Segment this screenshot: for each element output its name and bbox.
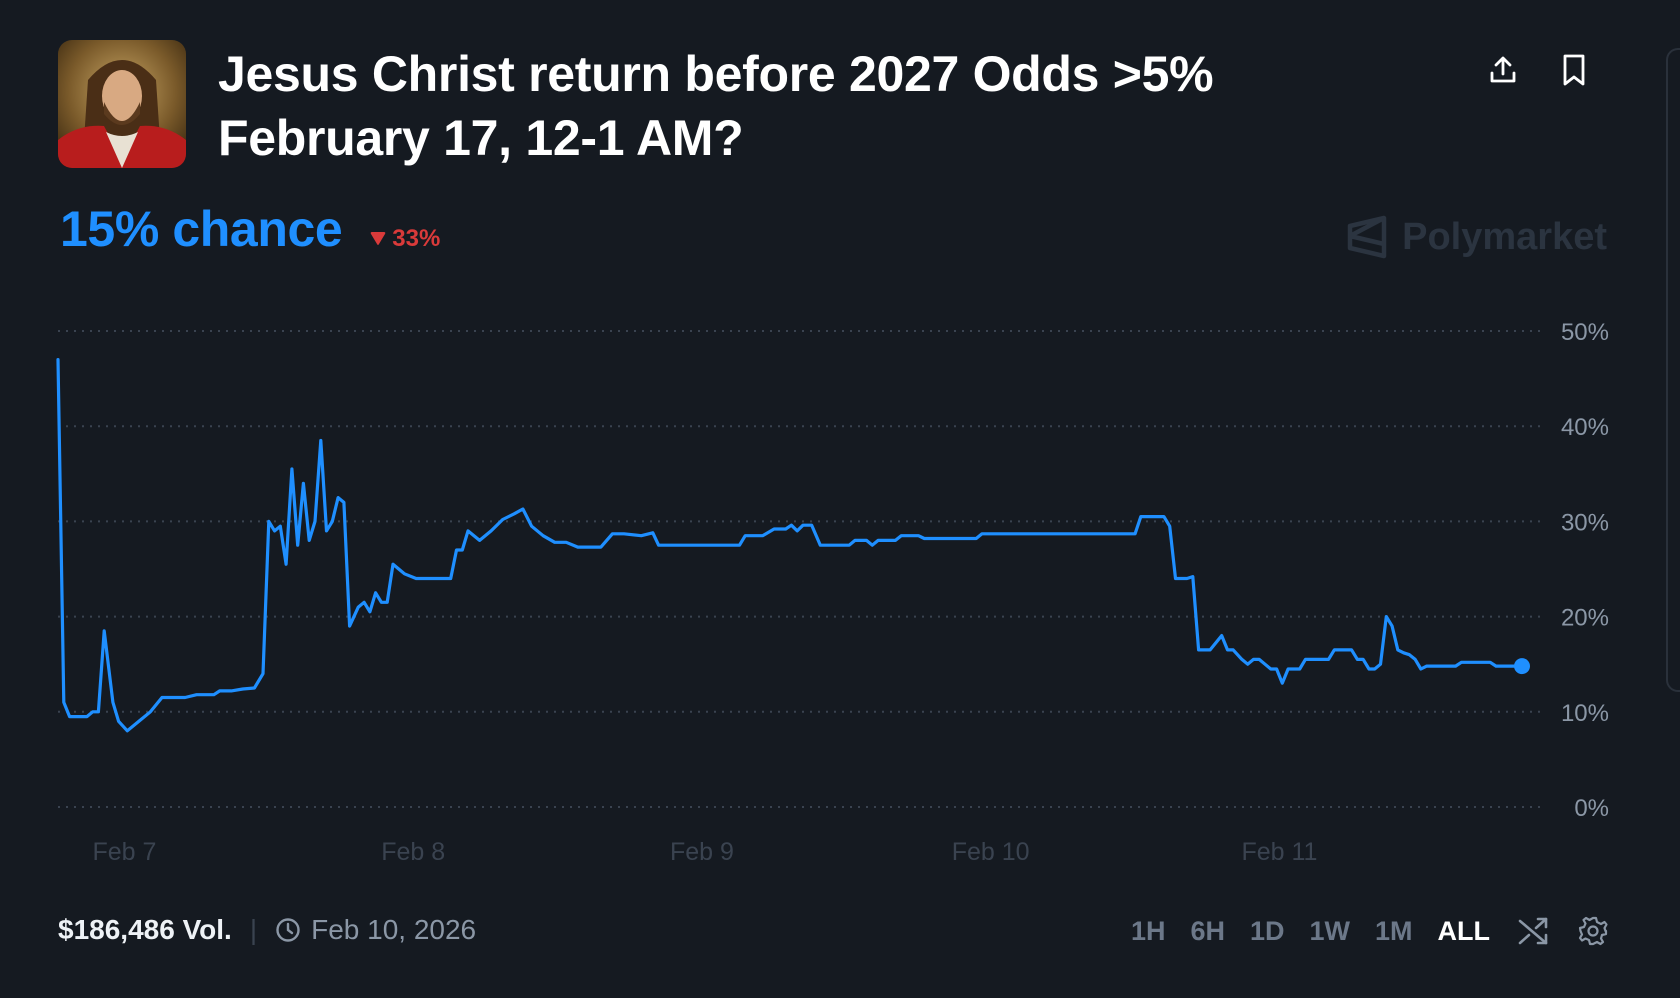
share-icon	[1490, 56, 1516, 83]
change-value: 33%	[392, 225, 441, 252]
end-date-value: Feb 10, 2026	[311, 914, 477, 945]
chart-grid	[58, 330, 1540, 808]
share-button[interactable]	[1483, 50, 1523, 90]
range-all-button[interactable]: ALL	[1437, 915, 1490, 946]
market-title: Jesus Christ return before 2027 Odds >5%…	[218, 42, 1258, 170]
bookmark-icon	[1563, 54, 1585, 86]
y-tick-label: 50%	[1561, 319, 1609, 346]
series-line	[56, 358, 1524, 733]
odds-row: 15% chance 33%	[60, 200, 440, 258]
bookmark-button[interactable]	[1554, 50, 1594, 90]
shuffle-icon	[1518, 917, 1548, 945]
x-tick-label: Feb 10	[952, 838, 1030, 866]
range-1w-button[interactable]: 1W	[1309, 915, 1351, 946]
brand-watermark: Polymarket	[1346, 214, 1607, 260]
chance-value: 15% chance	[60, 201, 343, 257]
gear-icon	[1578, 916, 1608, 946]
y-axis: 50% 40% 30% 20% 10% 0%	[1561, 319, 1609, 822]
brand-name: Polymarket	[1402, 215, 1607, 258]
x-tick-label: Feb 9	[670, 838, 734, 866]
time-range-selector: 1H 6H 1D 1W 1M ALL	[1106, 914, 1610, 948]
market-title-line1: Jesus Christ return before 2027 Odds >5%	[218, 46, 1214, 102]
change-badge: 33%	[370, 225, 440, 253]
market-title-line2: February 17, 12-1 AM?	[218, 110, 744, 166]
polymarket-logo-icon	[1347, 215, 1387, 259]
y-tick-label: 0%	[1574, 795, 1609, 822]
shuffle-button[interactable]	[1516, 914, 1550, 948]
latest-point	[1514, 658, 1530, 675]
settings-button[interactable]	[1576, 914, 1610, 948]
y-tick-label: 40%	[1561, 414, 1609, 441]
triangle-down-icon	[370, 232, 386, 245]
range-1m-button[interactable]: 1M	[1375, 915, 1413, 946]
footer-info: $186,486 Vol. | Feb 10, 2026	[58, 914, 476, 946]
range-1d-button[interactable]: 1D	[1249, 915, 1285, 946]
portrait-image	[58, 40, 186, 168]
x-tick-label: Feb 11	[1241, 838, 1317, 866]
y-tick-label: 30%	[1561, 509, 1609, 536]
end-date: Feb 10, 2026	[275, 914, 476, 946]
range-1h-button[interactable]: 1H	[1130, 915, 1166, 946]
y-tick-label: 20%	[1561, 605, 1609, 632]
market-image	[58, 40, 186, 168]
x-tick-label: Feb 8	[381, 838, 445, 866]
x-tick-label: Feb 7	[92, 838, 156, 866]
x-axis: Feb 7 Feb 8 Feb 9 Feb 10 Feb 11	[92, 838, 1317, 866]
divider: |	[249, 914, 258, 945]
range-6h-button[interactable]: 6H	[1190, 915, 1225, 946]
clock-icon	[276, 918, 300, 942]
y-tick-label: 10%	[1561, 700, 1609, 727]
volume-label: $186,486 Vol.	[58, 914, 232, 945]
scrollbar[interactable]	[1666, 48, 1680, 692]
